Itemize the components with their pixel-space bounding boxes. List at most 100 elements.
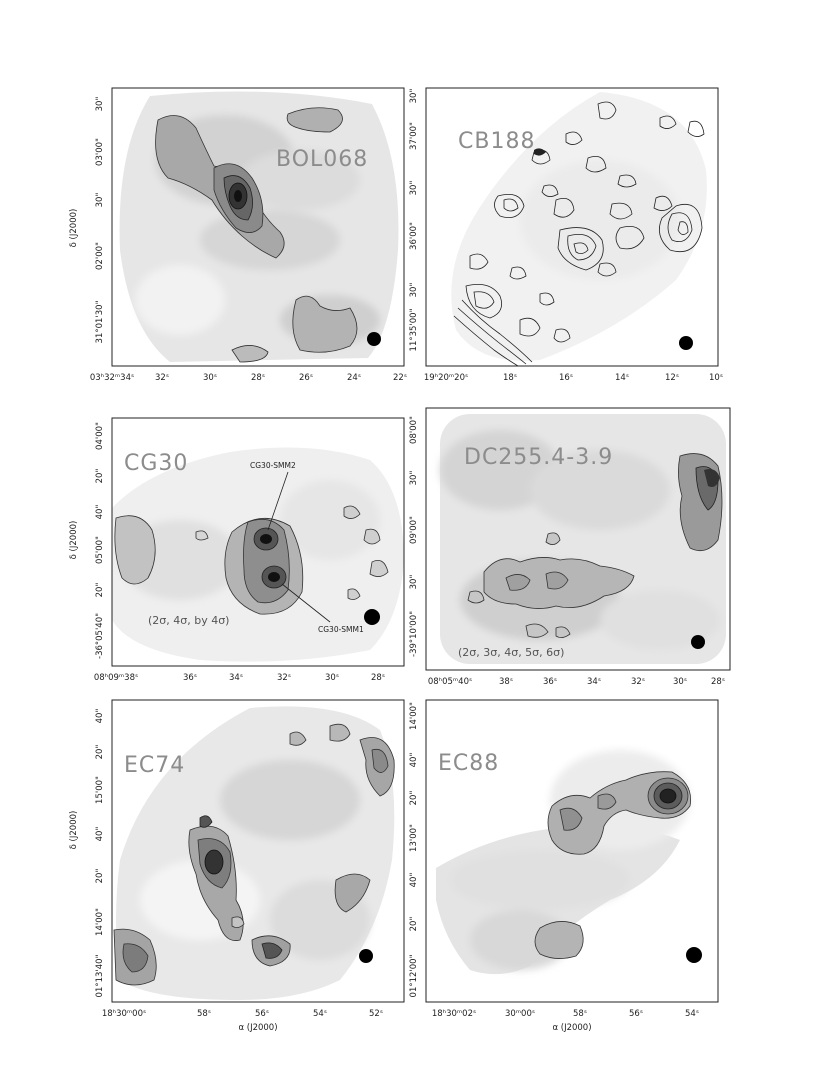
panel-frame [111, 87, 405, 367]
svg-text:31°01'30": 31°01'30" [95, 300, 105, 343]
svg-text:30ˢ: 30ˢ [673, 677, 687, 687]
x-ticks: 19ʰ20ᵐ20ˢ 18ˢ 16ˢ 14ˢ 12ˢ 10ˢ [424, 373, 723, 383]
svg-text:54ˢ: 54ˢ [685, 1009, 699, 1019]
beam-marker [679, 336, 693, 350]
peak-smm1-core [268, 572, 280, 582]
svg-text:30": 30" [409, 181, 419, 196]
panel-title: EC74 [124, 753, 185, 778]
x-axis-label: α (J2000) [552, 1023, 591, 1033]
svg-text:30ᵐ00ˢ: 30ᵐ00ˢ [505, 1009, 535, 1019]
svg-text:30": 30" [95, 97, 105, 112]
contour-s [231, 345, 269, 363]
panel-dc255: DC255.4-3.9 (2σ, 3σ, 4σ, 5σ, 6σ) 08ʰ05ᵐ4… [409, 407, 731, 687]
y-ticks: -36°05'40" 20" 05'00" 40" 20" 04'00" [95, 422, 105, 659]
svg-text:30": 30" [409, 283, 419, 298]
svg-text:-36°05'40": -36°05'40" [95, 613, 105, 659]
svg-text:14'00": 14'00" [95, 908, 105, 936]
svg-text:24ˢ: 24ˢ [347, 373, 361, 383]
svg-text:40": 40" [95, 827, 105, 842]
panel-title: DC255.4-3.9 [464, 445, 613, 470]
svg-text:34ˢ: 34ˢ [587, 677, 601, 687]
svg-text:58ˢ: 58ˢ [197, 1009, 211, 1019]
svg-text:19ʰ20ᵐ20ˢ: 19ʰ20ᵐ20ˢ [424, 373, 468, 383]
svg-text:30": 30" [409, 575, 419, 590]
svg-text:56ˢ: 56ˢ [629, 1009, 643, 1019]
svg-text:28ˢ: 28ˢ [251, 373, 265, 383]
panel-cg30: CG30 CG30-SMM2 CG30-SMM1 (2σ, 4σ, by 4σ)… [69, 417, 405, 683]
svg-text:10ˢ: 10ˢ [709, 373, 723, 383]
svg-text:30": 30" [409, 89, 419, 104]
contour-ne [286, 107, 343, 133]
svg-text:18ʰ30ᵐ02ˢ: 18ʰ30ᵐ02ˢ [432, 1009, 476, 1019]
svg-text:32ˢ: 32ˢ [631, 677, 645, 687]
y-ticks: 31°01'30" 02'00" 30" 03'00" 30" [95, 97, 105, 344]
x-ticks: 08ʰ05ᵐ40ˢ 38ˢ 36ˢ 34ˢ 32ˢ 30ˢ 28ˢ [428, 677, 725, 687]
panel-title: BOL068 [276, 147, 368, 172]
svg-text:13'00": 13'00" [409, 824, 419, 852]
panel-frame [425, 87, 719, 367]
svg-text:40": 40" [409, 873, 419, 888]
svg-text:32ˢ: 32ˢ [277, 673, 291, 683]
svg-text:28ˢ: 28ˢ [371, 673, 385, 683]
x-axis-label: α (J2000) [238, 1023, 277, 1033]
svg-text:05'00": 05'00" [95, 536, 105, 564]
svg-text:22ˢ: 22ˢ [393, 373, 407, 383]
svg-text:08ʰ05ᵐ40ˢ: 08ʰ05ᵐ40ˢ [428, 677, 472, 687]
contour-levels-note: (2σ, 4σ, by 4σ) [148, 614, 229, 627]
contours [453, 101, 705, 366]
y-ticks: 01°12'00" 20" 40" 13'00" 20" 40" 14'00" [409, 702, 419, 997]
svg-text:58ˢ: 58ˢ [573, 1009, 587, 1019]
contour-levels-note: (2σ, 3σ, 4σ, 5σ, 6σ) [458, 646, 564, 659]
panel-frame [111, 417, 405, 667]
beam-marker [691, 635, 705, 649]
svg-text:12ˢ: 12ˢ [665, 373, 679, 383]
beam-marker [686, 947, 702, 963]
svg-text:03'00": 03'00" [95, 138, 105, 166]
svg-text:40": 40" [95, 709, 105, 724]
source-label-smm2: CG30-SMM2 [250, 461, 296, 470]
y-ticks: -39°10'00" 30" 09'00" 30" 08'00" [409, 416, 419, 657]
svg-text:01°12'00": 01°12'00" [409, 954, 419, 997]
y-axis-label: δ (J2000) [69, 811, 79, 850]
svg-text:30ˢ: 30ˢ [203, 373, 217, 383]
x-ticks: 18ʰ30ᵐ00ˢ 58ˢ 56ˢ 54ˢ 52ˢ [102, 1009, 383, 1019]
y-axis-label: δ (J2000) [69, 521, 79, 560]
panel-frame [425, 699, 719, 1003]
svg-text:36ˢ: 36ˢ [183, 673, 197, 683]
x-ticks: 03ʰ32ᵐ34ˢ 32ˢ 30ˢ 28ˢ 26ˢ 24ˢ 22ˢ [90, 373, 407, 383]
svg-text:15'00": 15'00" [95, 776, 105, 804]
svg-text:08'00": 08'00" [409, 416, 419, 444]
svg-text:20": 20" [95, 469, 105, 484]
pointer-smm1 [281, 583, 331, 623]
y-ticks: 11°35'00" 30" 36'00" 30" 37'00" 30" [409, 89, 419, 352]
source-label-smm1: CG30-SMM1 [318, 625, 364, 634]
svg-text:56ˢ: 56ˢ [255, 1009, 269, 1019]
svg-text:-39°10'00": -39°10'00" [409, 611, 419, 657]
svg-text:14'00": 14'00" [409, 702, 419, 730]
svg-text:37'00": 37'00" [409, 122, 419, 150]
panel-title: EC88 [438, 751, 499, 776]
x-ticks: 08ʰ09ᵐ38ˢ 36ˢ 34ˢ 32ˢ 30ˢ 28ˢ [94, 673, 385, 683]
pointer-smm2 [267, 471, 289, 531]
beam-marker [359, 949, 373, 963]
svg-text:52ˢ: 52ˢ [369, 1009, 383, 1019]
svg-text:18ˢ: 18ˢ [503, 373, 517, 383]
svg-text:01°13'40": 01°13'40" [95, 954, 105, 997]
svg-text:30": 30" [95, 193, 105, 208]
svg-text:40": 40" [409, 753, 419, 768]
x-ticks: 18ʰ30ᵐ02ˢ 30ᵐ00ˢ 58ˢ 56ˢ 54ˢ [432, 1009, 699, 1019]
peak-core [234, 190, 242, 202]
panel-bol068: BOL068 03ʰ32ᵐ34ˢ 32ˢ 30ˢ 28ˢ 26ˢ 24ˢ 22ˢ… [69, 87, 407, 383]
panel-frame [111, 699, 405, 1003]
svg-text:20": 20" [95, 869, 105, 884]
beam-marker [364, 609, 380, 625]
y-ticks: 01°13'40" 14'00" 20" 40" 15'00" 20" 40" [95, 709, 105, 998]
svg-text:03ʰ32ᵐ34ˢ: 03ʰ32ᵐ34ˢ [90, 373, 134, 383]
svg-text:26ˢ: 26ˢ [299, 373, 313, 383]
svg-text:02'00": 02'00" [95, 242, 105, 270]
panel-frame [425, 407, 731, 671]
beam-marker [367, 332, 381, 346]
contour-se [292, 295, 358, 353]
svg-text:11°35'00": 11°35'00" [409, 308, 419, 351]
